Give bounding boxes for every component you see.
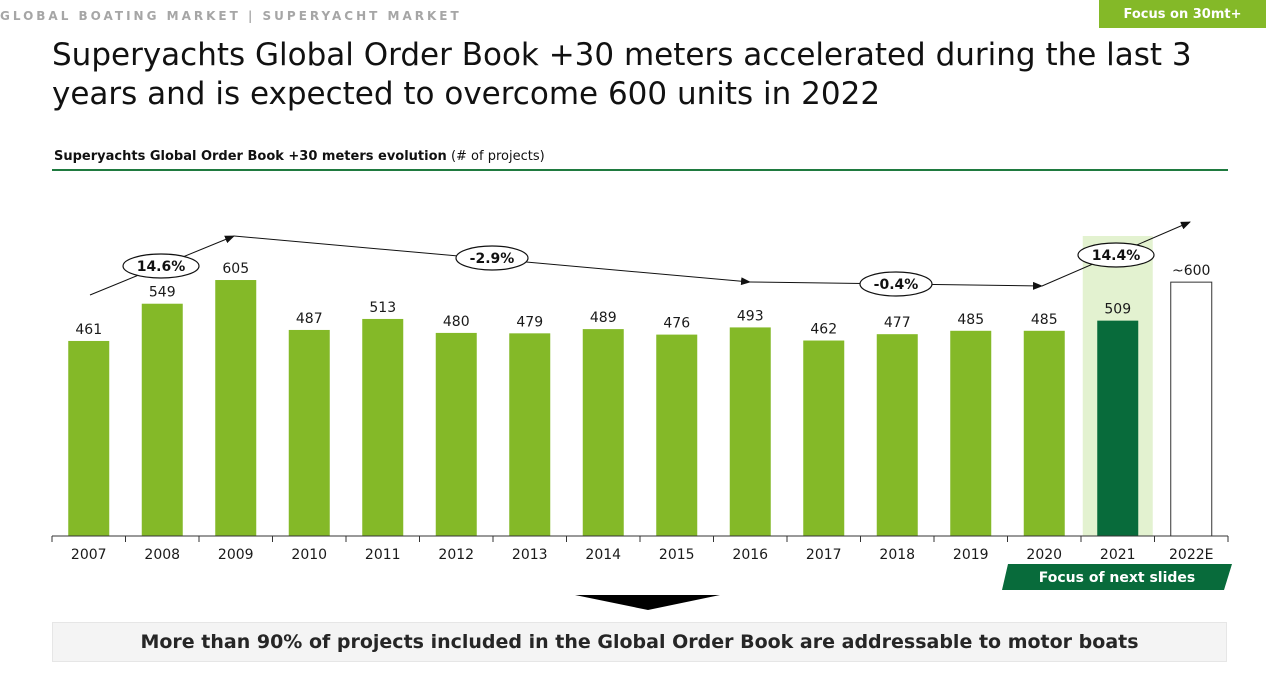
data-label: 493 [737,308,764,324]
growth-rate-label: -2.9% [470,251,515,267]
growth-callout: 14.6% [122,253,200,279]
bar [1097,320,1139,536]
data-label: 462 [810,322,837,338]
x-tick-label: 2015 [659,547,695,563]
data-label: 461 [75,322,102,338]
data-label: 476 [663,316,690,332]
x-tick-label: 2012 [438,547,474,563]
x-tick-label: 2021 [1100,547,1136,563]
bar [141,303,183,536]
x-tick-label: 2020 [1026,547,1062,563]
x-tick-label: 2010 [291,547,327,563]
bar [362,318,404,536]
bar [1170,281,1213,537]
data-label: 485 [1031,312,1058,328]
bar [803,340,845,536]
down-arrow-icon [575,595,720,610]
growth-ellipse [122,253,200,279]
growth-callout: 14.4% [1077,242,1155,268]
data-label: 480 [443,314,470,330]
data-label: 479 [516,314,543,330]
data-label: 485 [957,312,984,328]
bar [435,332,477,536]
growth-rate-label: -0.4% [874,277,919,293]
growth-rate-label: 14.4% [1092,248,1141,264]
page-title: Superyachts Global Order Book +30 meters… [52,37,1192,112]
data-label: 549 [149,285,176,301]
bar [288,329,330,536]
x-tick-label: 2017 [806,547,842,563]
data-label: 487 [296,311,323,327]
bar [215,280,257,536]
data-label: 605 [222,261,249,277]
x-tick-label: 2011 [365,547,401,563]
breadcrumb: GLOBAL BOATING MARKET | SUPERYACHT MARKE… [0,9,462,23]
focus-next-label: Focus of next slides [1039,570,1196,586]
chart-title-unit: (# of projects) [450,149,545,164]
x-tick-label: 2016 [732,547,768,563]
chart-title-rule [52,169,1228,171]
chart-title-main: Superyachts Global Order Book +30 meters… [54,149,447,164]
data-label: 513 [369,300,396,316]
bar [950,330,992,536]
footer-message: More than 90% of projects included in th… [52,622,1227,662]
growth-ellipse [1077,242,1155,268]
growth-rate-label: 14.6% [137,259,186,275]
x-tick-label: 2007 [71,547,107,563]
focus-badge: Focus on 30mt+ [1099,0,1266,28]
x-tick-label: 2022E [1169,547,1213,563]
data-label: 509 [1104,302,1131,318]
x-tick-label: 2018 [879,547,915,563]
bar [68,340,110,536]
bar [656,334,698,536]
data-label: 477 [884,315,911,331]
x-tick-label: 2009 [218,547,254,563]
x-tick-label: 2008 [144,547,180,563]
focus-next-tag: Focus of next slides [1002,564,1232,590]
x-tick-label: 2014 [585,547,621,563]
data-label: ~600 [1172,263,1210,279]
focus-next-shape [1002,564,1232,590]
data-label: 489 [590,310,617,326]
growth-ellipse [859,271,933,297]
growth-callout: -2.9% [455,245,529,271]
bar [729,327,771,536]
x-tick-label: 2013 [512,547,548,563]
bar [509,333,551,536]
chart-title: Superyachts Global Order Book +30 meters… [54,149,545,164]
bar [582,329,624,536]
x-tick-label: 2019 [953,547,989,563]
growth-ellipse [455,245,529,271]
bar [1023,330,1065,536]
growth-callout: -0.4% [859,271,933,297]
bar [876,334,918,536]
